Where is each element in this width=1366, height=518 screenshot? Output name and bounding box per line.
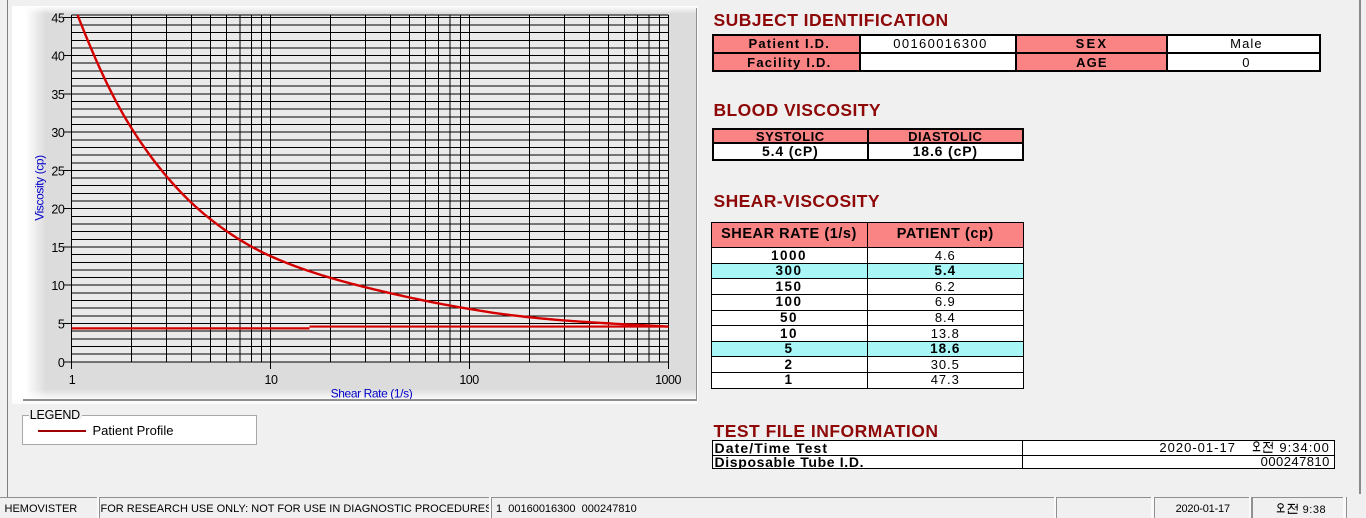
svg-text:40: 40 (51, 50, 64, 64)
svg-text:30: 30 (51, 126, 64, 140)
svg-text:10: 10 (51, 279, 64, 293)
svg-text:10: 10 (265, 373, 278, 387)
svg-text:1: 1 (69, 373, 76, 387)
svg-text:35: 35 (51, 88, 64, 102)
svg-text:25: 25 (51, 164, 64, 178)
svg-text:15: 15 (51, 241, 64, 255)
svg-text:5: 5 (58, 318, 65, 332)
svg-text:Shear Rate (1/s): Shear Rate (1/s) (331, 387, 413, 401)
svg-text:20: 20 (51, 203, 64, 217)
svg-text:0: 0 (58, 356, 65, 370)
svg-text:Viscosity (cp): Viscosity (cp) (33, 155, 47, 221)
svg-text:1000: 1000 (655, 373, 681, 387)
svg-text:100: 100 (459, 373, 479, 387)
svg-text:45: 45 (51, 11, 64, 25)
